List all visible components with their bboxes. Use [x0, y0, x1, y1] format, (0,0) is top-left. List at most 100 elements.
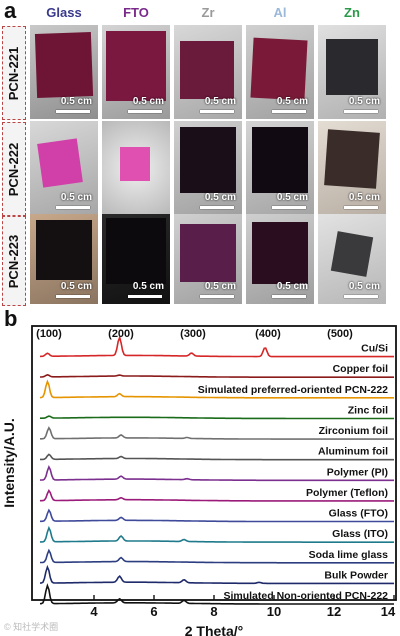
- series-label-simulated-preferred-oriented-pcn-222: Simulated preferred-oriented PCN-222: [198, 384, 388, 396]
- scale-bar: [344, 295, 378, 298]
- photo-pcn221-fto: 0.5 cm: [102, 25, 170, 119]
- tick-layer: 4 6 8 10 12 14: [90, 595, 396, 619]
- series-label-glass-fto: Glass (FTO): [329, 508, 388, 520]
- scale-label: 0.5 cm: [132, 96, 164, 107]
- photo-pcn221-zr: 0.5 cm: [174, 25, 242, 119]
- peak-label: (200): [108, 328, 134, 340]
- scale-bar: [56, 206, 90, 209]
- series-line-zirconium-foil: [40, 426, 394, 440]
- scale-label: 0.5 cm: [276, 281, 308, 292]
- row-label-pcn-222: PCN-222: [2, 122, 26, 216]
- scale-label: 0.5 cm: [348, 192, 380, 203]
- column-header-fto: FTO: [123, 5, 149, 20]
- series-line-zinc-foil: [40, 415, 394, 420]
- panel-b-letter: b: [4, 306, 18, 331]
- series-line-cu-si: [39, 334, 394, 358]
- peak-label: (100): [36, 328, 62, 340]
- row-label-text: PCN-221: [6, 46, 22, 100]
- y-axis-title: Intensity/A.U.: [1, 418, 17, 507]
- panel-a-letter: a: [4, 0, 17, 23]
- scale-label: 0.5 cm: [204, 96, 236, 107]
- peak-label: (300): [180, 328, 206, 340]
- x-tick-label: 6: [150, 604, 157, 619]
- series-label-cu-si: Cu/Si: [361, 343, 388, 355]
- scale-label: 0.5 cm: [60, 96, 92, 107]
- photo-pcn221-zn: 0.5 cm: [318, 25, 386, 119]
- photo-pcn223-zn: 0.5 cm: [318, 214, 386, 304]
- column-header-al: Al: [273, 5, 287, 20]
- x-tick-label: 8: [210, 604, 217, 619]
- peak-label: (400): [255, 328, 281, 340]
- scale-bar: [344, 206, 378, 209]
- x-tick-label: 4: [90, 604, 98, 619]
- series-line-simulated-non-oriented-pcn-222: [39, 583, 394, 605]
- scale-label: 0.5 cm: [348, 281, 380, 292]
- series-label-polymer-teflon: Polymer (Teflon): [306, 487, 388, 499]
- photo-pcn222-zr: 0.5 cm: [174, 121, 242, 215]
- series-label-copper-foil: Copper foil: [333, 363, 388, 375]
- scale-bar: [200, 206, 234, 209]
- row-label-pcn-223: PCN-223: [2, 216, 26, 306]
- xrd-chart: Cu/Si Copper foil Simulated preferred-orie…: [1, 325, 397, 636]
- photo-pcn223-glass: 0.5 cm: [30, 214, 98, 304]
- series-label-aluminum-foil: Aluminum foil: [318, 446, 388, 458]
- scale-label: 0.5 cm: [204, 192, 236, 203]
- photo-pcn223-zr: 0.5 cm: [174, 214, 242, 304]
- photo-pcn222-glass: 0.5 cm: [30, 121, 98, 215]
- series-line-simulated-preferred-oriented-pcn-222: [39, 379, 394, 399]
- series-line-glass-fto: [40, 508, 394, 523]
- scale-bar: [200, 110, 234, 113]
- series-label-polymer-pi: Polymer (PI): [327, 466, 388, 478]
- scale-bar: [56, 295, 90, 298]
- x-tick-label: 14: [381, 604, 396, 619]
- scale-label: 0.5 cm: [132, 281, 164, 292]
- series-line-copper-foil: [40, 374, 394, 378]
- column-header-zr: Zr: [201, 5, 215, 20]
- photo-pcn223-al: 0.5 cm: [246, 214, 314, 304]
- label-layer: Cu/Si Copper foil Simulated preferred-orie…: [198, 343, 388, 602]
- row-label-pcn-221: PCN-221: [2, 26, 26, 120]
- photo-pcn221-al: 0.5 cm: [246, 25, 314, 119]
- scale-label: 0.5 cm: [348, 96, 380, 107]
- series-layer: [39, 334, 394, 605]
- scale-bar: [272, 295, 306, 298]
- series-label-zinc-foil: Zinc foil: [348, 404, 388, 416]
- scale-label: 0.5 cm: [276, 192, 308, 203]
- series-label-simulated-non-oriented-pcn-222: Simulated Non-oriented PCN-222: [223, 590, 388, 602]
- photo-pcn222-al: 0.5 cm: [246, 121, 314, 215]
- scale-bar: [128, 295, 162, 298]
- scale-bar: [344, 110, 378, 113]
- column-header-zn: Zn: [344, 5, 360, 20]
- column-header-glass: Glass: [46, 5, 82, 20]
- series-label-soda-lime-glass: Soda lime glass: [309, 549, 389, 561]
- watermark: © 知社学术圈: [4, 622, 59, 632]
- series-line-polymer-pi: [39, 465, 394, 482]
- series-label-zirconium-foil: Zirconium foil: [319, 425, 388, 437]
- scale-bar: [272, 110, 306, 113]
- row-label-text: PCN-222: [6, 142, 22, 196]
- scale-label: 0.5 cm: [60, 192, 92, 203]
- peak-layer: (100) (200) (300) (400) (500): [36, 328, 353, 340]
- scale-label: 0.5 cm: [60, 281, 92, 292]
- photo-pcn222-zn: 0.5 cm: [318, 121, 386, 215]
- series-line-bulk-powder: [39, 564, 394, 585]
- scale-bar: [128, 110, 162, 113]
- series-label-glass-ito: Glass (ITO): [332, 528, 388, 540]
- series-line-polymer-teflon: [40, 489, 394, 502]
- photo-pcn222-fto: [102, 121, 170, 215]
- peak-label: (500): [327, 328, 353, 340]
- scale-bar: [56, 110, 90, 113]
- scale-bar: [200, 295, 234, 298]
- row-label-text: PCN-223: [6, 234, 22, 288]
- scale-bar: [272, 206, 306, 209]
- series-line-glass-ito: [40, 525, 394, 543]
- series-label-bulk-powder: Bulk Powder: [324, 569, 388, 581]
- x-axis-title: 2 Theta/°: [185, 623, 244, 636]
- photo-pcn223-fto: 0.5 cm: [102, 214, 170, 304]
- series-line-aluminum-foil: [40, 453, 394, 461]
- x-tick-label: 12: [327, 604, 341, 619]
- x-tick-label: 10: [267, 604, 281, 619]
- scale-label: 0.5 cm: [276, 96, 308, 107]
- photo-pcn221-glass: 0.5 cm: [30, 25, 98, 119]
- scale-label: 0.5 cm: [204, 281, 236, 292]
